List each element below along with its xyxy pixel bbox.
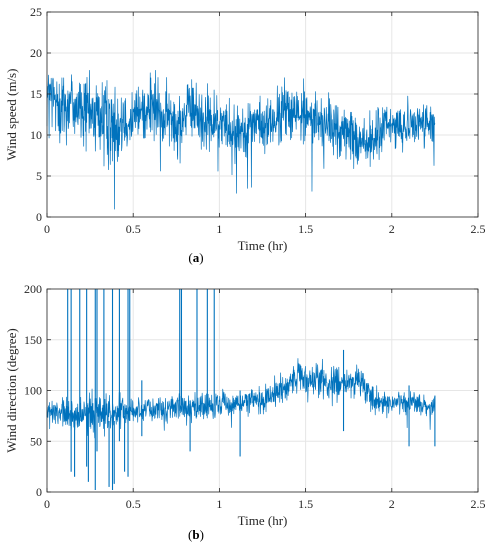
panel-label: (a) <box>188 250 203 265</box>
x-axis-label: Time (hr) <box>238 513 288 528</box>
y-tick-label: 200 <box>24 282 42 296</box>
y-axis-label: Wind speed (m/s) <box>4 69 19 161</box>
x-tick-label: 0 <box>44 222 50 236</box>
y-tick-label: 25 <box>30 5 42 19</box>
x-tick-label: 0.5 <box>126 497 141 511</box>
series-line <box>46 69 436 210</box>
y-tick-label: 0 <box>36 210 42 224</box>
y-axis-label: Wind direction (degree) <box>4 328 19 452</box>
x-tick-label: 0.5 <box>126 222 141 236</box>
x-tick-label: 2.5 <box>471 222 486 236</box>
y-tick-label: 0 <box>36 485 42 499</box>
panel-label-close: ) <box>199 250 203 265</box>
x-axis-label: Time (hr) <box>238 238 288 253</box>
x-tick-label: 2 <box>389 222 395 236</box>
panel-label-open: ( <box>188 527 192 542</box>
x-tick-label: 1.5 <box>298 222 313 236</box>
panel-label-letter: b <box>192 527 199 542</box>
x-tick-label: 1 <box>216 497 222 511</box>
y-tick-label: 50 <box>30 434 42 448</box>
panel-label: (b) <box>188 527 204 542</box>
panel-label-letter: a <box>193 250 200 265</box>
y-tick-label: 10 <box>30 128 42 142</box>
y-tick-label: 150 <box>24 333 42 347</box>
panel-label-close: ) <box>200 527 204 542</box>
series-line <box>46 358 436 439</box>
y-tick-label: 20 <box>30 46 42 60</box>
axes-frame <box>46 11 479 218</box>
y-tick-label: 15 <box>30 87 42 101</box>
x-tick-label: 0 <box>44 497 50 511</box>
x-tick-label: 1 <box>216 222 222 236</box>
panel-label-open: ( <box>188 250 192 265</box>
y-tick-label: 100 <box>24 384 42 398</box>
x-tick-label: 1.5 <box>298 497 313 511</box>
x-tick-label: 2.5 <box>471 497 486 511</box>
chart-wind-direction: 0 0.5 1 1.5 2 2.5 0 50 100 150 200 Time (hr) Wind di… <box>4 282 486 542</box>
chart-wind-speed: 0 0.5 1 1.5 2 2.5 0 5 10 15 20 25 Time (hr) Wind spee… <box>4 5 486 265</box>
x-tick-label: 2 <box>389 497 395 511</box>
y-tick-label: 5 <box>36 169 42 183</box>
